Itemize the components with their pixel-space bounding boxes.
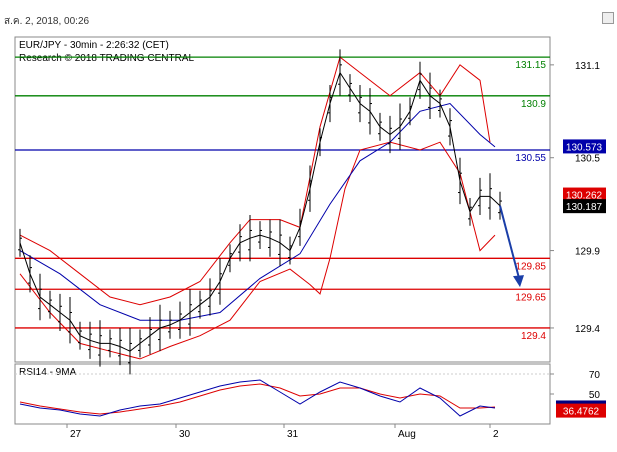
rsi-tag-label: 36.4762 <box>563 407 600 418</box>
forecast-arrow <box>499 205 524 288</box>
level-label: 130.55 <box>515 153 546 164</box>
rsi-tag <box>556 403 606 418</box>
price-line <box>19 71 501 352</box>
forecast-arrow-shaft <box>499 205 520 279</box>
price-tag-label: 130.573 <box>566 142 603 153</box>
rsi-series: 36.537936.4762 <box>15 373 606 418</box>
level-label: 131.15 <box>515 60 546 71</box>
y-tick-label: 129.9 <box>575 247 600 258</box>
x-tick-label: 30 <box>179 429 191 440</box>
level-label: 129.85 <box>515 261 546 272</box>
price-tag <box>563 199 606 214</box>
level-label: 130.9 <box>521 99 546 110</box>
x-tick-label: Aug <box>398 429 416 440</box>
timestamp: ส.ค. 2, 2018, 00:26 <box>4 16 90 27</box>
price-series <box>18 49 502 375</box>
forecast-arrow-head <box>513 275 524 288</box>
x-tick-label: 31 <box>287 429 299 440</box>
level-lines: 131.15 130.9 130.55 129.85 129.65 129.4 <box>15 56 550 342</box>
y-tick-label: 131.1 <box>575 61 600 72</box>
price-tag <box>563 187 606 202</box>
main-panel-frame <box>14 36 551 363</box>
main-title: EUR/JPY - 30min - 2:26:32 (CET) <box>19 40 169 51</box>
rsi-y-tick-label: 50 <box>589 390 601 401</box>
rsi-line <box>19 379 496 417</box>
x-tick-label: 2 <box>493 429 499 440</box>
main-subtitle: Research © 2018 TRADING CENTRAL <box>19 53 194 64</box>
price-tag-label: 130.262 <box>566 191 603 202</box>
y-axis: 131.1 130.5 129.9 129.4 70 50 <box>550 61 600 401</box>
level-label: 129.65 <box>515 292 546 303</box>
price-tag-label: 130.187 <box>566 202 603 213</box>
x-axis: 27 30 31 Aug 2 <box>66 424 499 440</box>
bollinger-upper-line <box>19 56 491 306</box>
price-tag <box>563 139 606 154</box>
header-bar: ส.ค. 2, 2018, 00:26 <box>0 0 617 32</box>
rsi-y-tick-label: 70 <box>589 370 601 381</box>
level-label: 129.4 <box>521 331 546 342</box>
rsi-title: RSI14 - 9MA <box>19 367 77 378</box>
x-tick-label: 27 <box>70 429 82 440</box>
y-tick-label: 130.5 <box>575 154 600 165</box>
y-tick-label: 129.4 <box>575 324 600 335</box>
dropdown-toggle[interactable] <box>602 12 614 24</box>
rsi-ma-line <box>19 383 496 415</box>
